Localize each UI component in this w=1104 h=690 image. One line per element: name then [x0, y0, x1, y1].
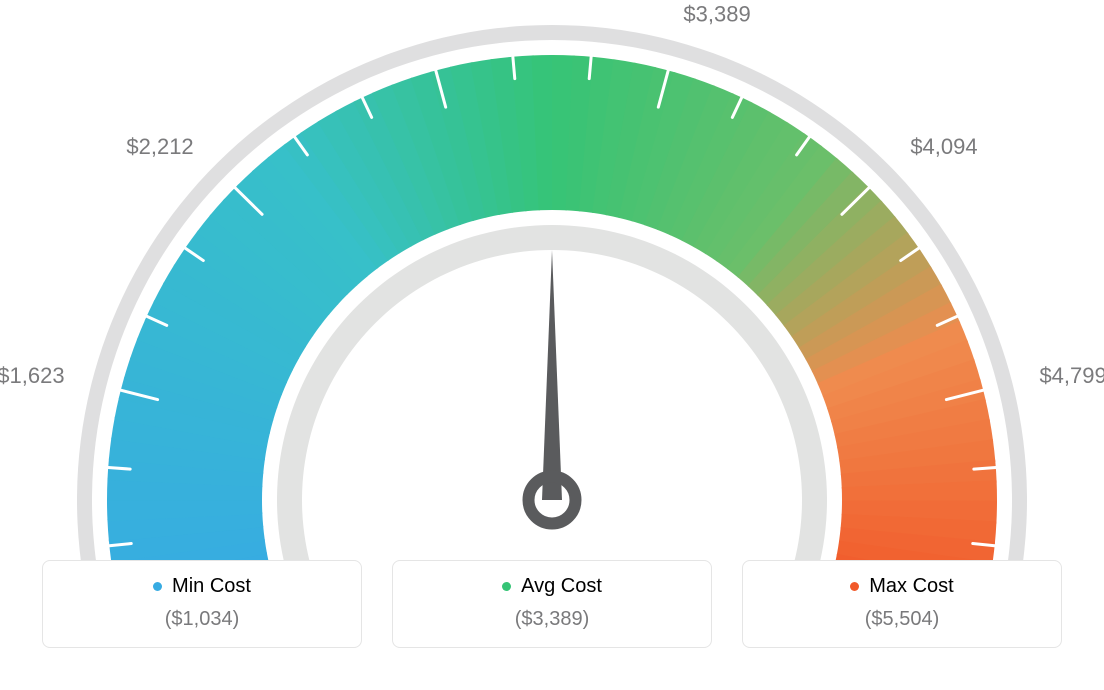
legend-value-min: ($1,034): [53, 608, 351, 631]
legend-title-text: Avg Cost: [521, 575, 602, 598]
dot-icon: [153, 582, 162, 591]
legend-value-avg: ($3,389): [403, 608, 701, 631]
svg-text:$4,094: $4,094: [910, 134, 977, 159]
svg-text:$3,389: $3,389: [683, 1, 750, 26]
svg-text:$1,623: $1,623: [0, 363, 65, 388]
gauge-chart: $1,034$1,623$2,212$3,389$4,094$4,799$5,5…: [0, 0, 1104, 560]
dot-icon: [850, 582, 859, 591]
svg-text:$2,212: $2,212: [126, 134, 193, 159]
legend-card-max: Max Cost ($5,504): [742, 560, 1062, 648]
svg-text:$4,799: $4,799: [1039, 363, 1104, 388]
legend-row: Min Cost ($1,034) Avg Cost ($3,389) Max …: [0, 560, 1104, 648]
legend-card-avg: Avg Cost ($3,389): [392, 560, 712, 648]
legend-title-avg: Avg Cost: [502, 575, 602, 598]
legend-value-max: ($5,504): [753, 608, 1051, 631]
legend-card-min: Min Cost ($1,034): [42, 560, 362, 648]
legend-title-max: Max Cost: [850, 575, 953, 598]
dot-icon: [502, 582, 511, 591]
legend-title-min: Min Cost: [153, 575, 251, 598]
legend-title-text: Max Cost: [869, 575, 953, 598]
legend-title-text: Min Cost: [172, 575, 251, 598]
